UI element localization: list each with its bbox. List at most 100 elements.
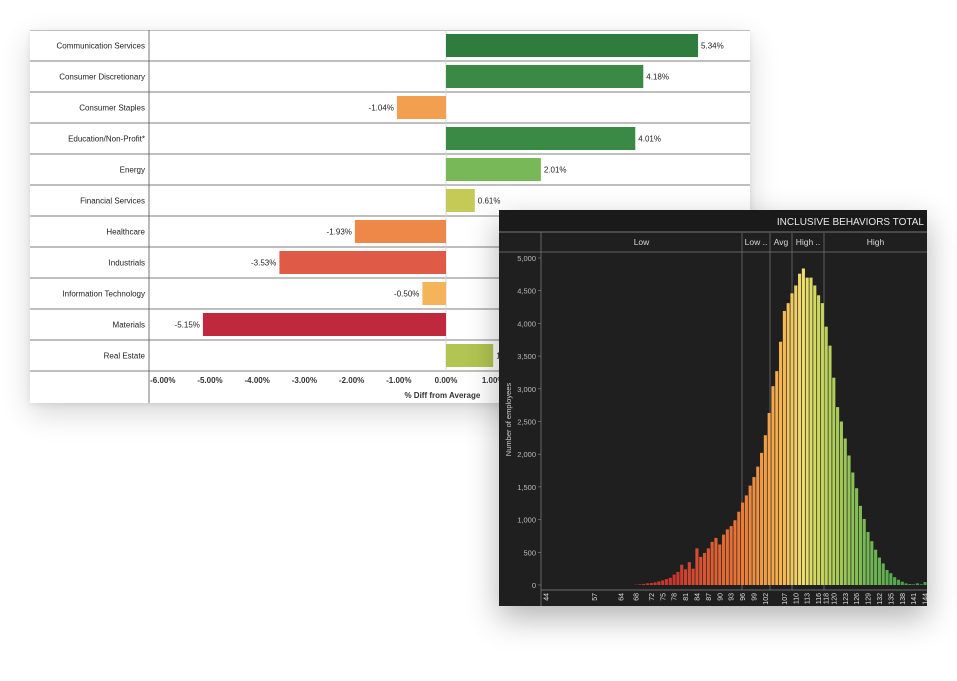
category-label: Energy [120, 166, 145, 175]
histogram-bar [900, 581, 904, 585]
histogram-bar [908, 584, 912, 585]
histogram-bar [775, 371, 779, 585]
value-label: -1.93% [327, 228, 352, 237]
x-tick-label: 75 [660, 593, 667, 601]
histogram-bar [653, 582, 657, 585]
x-tick-label: 68 [634, 593, 641, 601]
bar [354, 220, 446, 243]
histogram-bar [680, 564, 684, 585]
histogram-bar [687, 562, 691, 585]
histogram-bar [915, 583, 919, 585]
histogram-bar [851, 472, 855, 585]
histogram-bar [737, 511, 741, 585]
x-tick-label: 126 [854, 593, 861, 605]
industry-bar-chart: Communication Services 5.34% Consumer Disc… [30, 29, 750, 403]
x-tick-label: -3.00% [292, 376, 317, 385]
x-tick-label: 116 [816, 593, 823, 604]
histogram-bar [741, 502, 745, 585]
band-label: High .. [796, 237, 821, 247]
x-tick-label: 78 [672, 593, 679, 601]
histogram-bar [839, 421, 843, 585]
histogram-bar [695, 548, 699, 585]
histogram-bar [862, 518, 866, 585]
x-tick-label: 129 [866, 593, 873, 605]
category-label: Industrials [109, 259, 145, 268]
x-tick-label: -2.00% [339, 376, 364, 385]
value-label: 0.61% [478, 197, 501, 206]
x-tick-label: 120 [831, 593, 838, 605]
bar [446, 65, 644, 88]
category-label: Consumer Staples [79, 104, 145, 113]
histogram-bar [798, 273, 802, 585]
histogram-bar [881, 563, 885, 585]
x-tick-label: 57 [592, 593, 599, 601]
histogram-bar [645, 583, 650, 585]
category-label: Real Estate [104, 352, 146, 361]
histogram-bar [767, 412, 771, 585]
x-tick-label: 123 [843, 593, 850, 605]
histogram-bar [642, 584, 646, 585]
histogram-bar [721, 534, 726, 585]
band-label: Low .. [745, 237, 768, 247]
x-tick-label: -6.00% [150, 376, 175, 385]
histogram-bar [638, 584, 642, 585]
histogram-bar [877, 557, 881, 585]
histogram-bar [733, 520, 737, 585]
x-axis-title: % Diff from Average [404, 391, 480, 400]
band-label: High [867, 237, 885, 247]
inclusive-behaviors-histogram: INCLUSIVE BEHAVIORS TOTAL Low Low .. Avg Hig… [499, 210, 927, 606]
histogram-bar [790, 293, 794, 585]
x-tick-label: 93 [729, 593, 736, 601]
histogram-bar [896, 579, 900, 585]
value-label: 4.01% [638, 135, 661, 144]
x-tick-label: 107 [782, 593, 789, 605]
histogram-bar [760, 452, 764, 585]
histogram-bar [771, 386, 775, 585]
chart-title: INCLUSIVE BEHAVIORS TOTAL [777, 217, 925, 228]
x-tick-label: 84 [694, 593, 701, 601]
category-label: Healthcare [106, 228, 145, 237]
y-tick-label: 0 [532, 581, 536, 590]
histogram-bar [706, 548, 710, 585]
y-tick-label: 5,000 [517, 254, 536, 263]
x-tick-label: 0.00% [435, 376, 458, 385]
histogram-bar [805, 277, 809, 585]
histogram-bar [858, 505, 862, 585]
histogram-bar [748, 485, 752, 585]
bar [446, 189, 475, 212]
histogram-bar [832, 377, 836, 585]
x-tick-label: -5.00% [197, 376, 222, 385]
category-label: Information Technology [62, 290, 145, 299]
bar [202, 313, 446, 336]
x-tick-label: 132 [877, 593, 884, 605]
histogram-bar [668, 577, 672, 585]
histogram-bar [813, 285, 817, 585]
histogram-bar [855, 488, 859, 585]
histogram-bar [847, 455, 851, 585]
x-tick-label: 138 [900, 593, 907, 605]
value-label: -3.53% [251, 259, 276, 268]
histogram-bar [817, 295, 821, 585]
histogram-card: INCLUSIVE BEHAVIORS TOTAL Low Low .. Avg Hig… [499, 210, 927, 606]
histogram-bar [691, 568, 695, 585]
y-tick-label: 1,000 [517, 516, 536, 525]
bar [422, 282, 446, 305]
value-label: 1 [496, 352, 501, 361]
x-tick-label: 110 [793, 593, 800, 604]
x-tick-label: 102 [763, 593, 770, 605]
category-label: Education/Non-Profit* [68, 135, 145, 144]
histogram-bar [683, 569, 688, 585]
bar [446, 344, 494, 367]
x-tick-label: 72 [649, 593, 656, 601]
bar [446, 158, 541, 181]
histogram-bar [714, 537, 718, 585]
histogram-bar [923, 582, 927, 585]
histogram-bar [779, 341, 783, 585]
histogram-bar [725, 529, 729, 585]
histogram-bar [672, 574, 676, 585]
histogram-bar [885, 569, 889, 585]
value-label: 4.18% [646, 73, 669, 82]
y-tick-label: 3,500 [517, 352, 536, 361]
category-label: Financial Services [80, 197, 145, 206]
x-tick-label: 87 [706, 593, 713, 601]
